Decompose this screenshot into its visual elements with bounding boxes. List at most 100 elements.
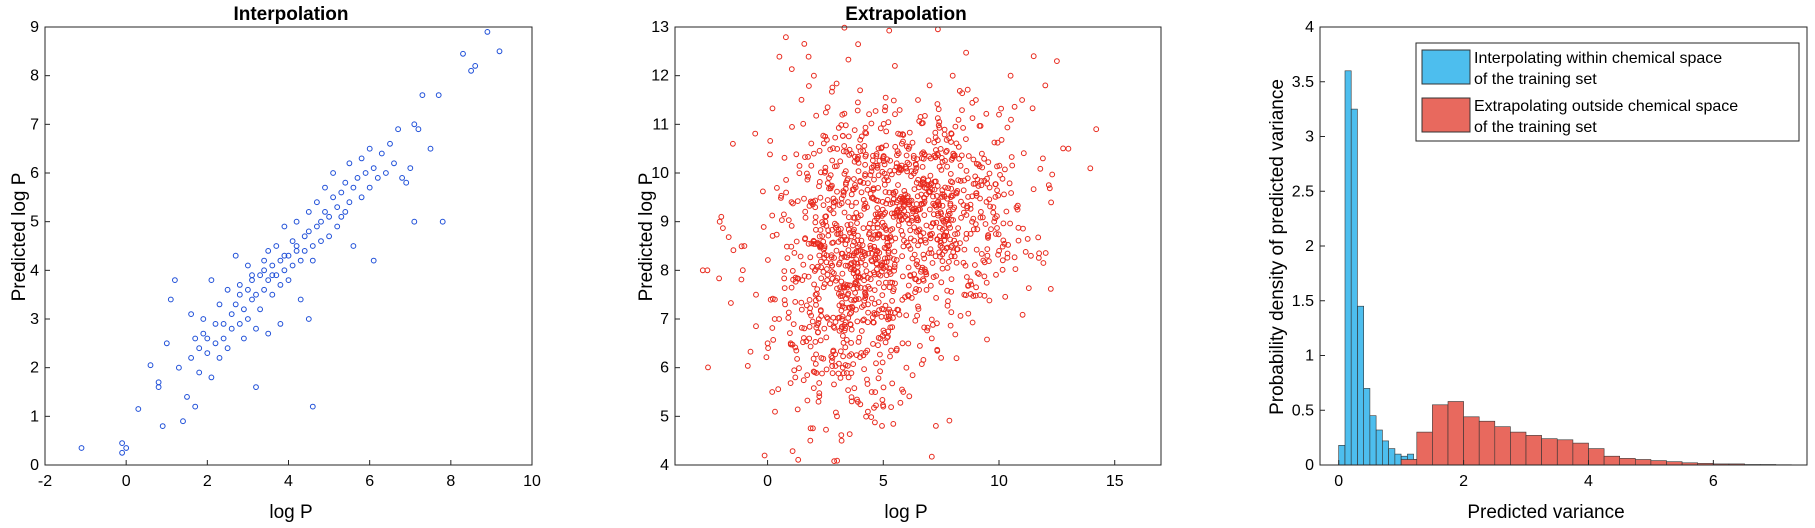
extrapolation-point xyxy=(854,220,860,227)
extrapolation-point xyxy=(851,238,857,245)
extrapolation-point xyxy=(854,318,861,325)
extrapolation-point xyxy=(868,164,875,171)
extrapolation-point xyxy=(1011,103,1018,110)
extrapolation-point xyxy=(976,271,982,277)
extrapolation-point xyxy=(848,191,855,198)
extrapolation-point xyxy=(855,41,861,48)
interpolation-ytick-label: 2 xyxy=(30,360,39,377)
extrapolation-point xyxy=(814,263,821,270)
extrapolation-point xyxy=(881,284,887,291)
extrapolation-point xyxy=(873,260,880,267)
extrapolation-point xyxy=(948,244,954,251)
extrapolation-point xyxy=(999,243,1006,250)
extrapolation-point xyxy=(908,173,914,180)
extrapolation-point xyxy=(992,181,999,188)
extrapolation-point xyxy=(953,189,960,196)
extrapolation-point xyxy=(907,273,914,279)
extrapolation-point xyxy=(834,413,840,420)
interpolation-point xyxy=(468,67,475,74)
extrapolation-point xyxy=(943,229,950,236)
histogram-ylabel: Probability density of predicted varianc… xyxy=(1267,79,1288,415)
interpolation-point xyxy=(326,233,333,240)
extrapolation-point xyxy=(827,172,834,179)
extrapolation-point xyxy=(1002,293,1009,300)
extrapolation-point xyxy=(934,115,941,122)
extrapolation-point xyxy=(926,82,933,89)
extrapolation-point xyxy=(851,267,858,274)
extrapolation-point xyxy=(893,257,900,263)
extrapolation-ytick-label: 8 xyxy=(660,262,669,279)
extrapolation-point xyxy=(1024,236,1031,242)
extrapolation-point xyxy=(947,236,954,243)
extrapolation-ytick-label: 5 xyxy=(660,408,669,425)
extrapolation-point xyxy=(789,448,796,455)
interpolation-point xyxy=(269,272,276,279)
extrapolation-point xyxy=(960,187,967,194)
extrapolation-point xyxy=(857,284,864,291)
extrapolation-point xyxy=(812,219,819,226)
extrapolation-point xyxy=(824,314,830,321)
interpolation-xtick-label: 0 xyxy=(122,473,131,490)
extrapolation-point xyxy=(831,324,838,331)
extrapolation-ytick-label: 12 xyxy=(651,68,669,85)
extrapolation-point xyxy=(939,258,946,265)
extrapolation-point xyxy=(906,201,912,208)
extrapolation-point xyxy=(812,291,819,298)
extrapolation-point xyxy=(784,243,790,250)
extrapolation-point xyxy=(812,339,819,345)
extrapolation-point xyxy=(830,145,836,152)
extrapolation-point xyxy=(783,34,789,41)
extrapolation-point xyxy=(974,226,981,233)
extrapolation-point xyxy=(946,135,953,142)
interpolation-point xyxy=(119,449,125,456)
extrapolation-point xyxy=(834,146,841,152)
extrapolation-point xyxy=(893,160,900,167)
extrapolation-point xyxy=(738,276,745,283)
extrapolation-point xyxy=(915,306,922,312)
interpolation-point xyxy=(245,286,251,293)
interpolation-point xyxy=(241,335,247,342)
extrapolation-point xyxy=(909,139,916,146)
interpolation-point xyxy=(314,223,320,230)
interpolation-point xyxy=(330,170,337,176)
extrapolation-point xyxy=(826,185,832,192)
extrapolation-point xyxy=(984,175,990,182)
extrapolation-point xyxy=(845,199,851,205)
extrapolation-point xyxy=(968,281,975,288)
extrapolation-point xyxy=(851,127,858,134)
extrapolation-point xyxy=(977,123,984,129)
extrapolation-point xyxy=(981,292,988,299)
extrapolation-point xyxy=(1047,286,1054,292)
extrapolation-point xyxy=(792,344,799,351)
extrapolation-point xyxy=(862,129,869,136)
extrapolation-point xyxy=(804,176,811,183)
extrapolation-point xyxy=(785,309,792,316)
extrapolation-point xyxy=(893,199,900,206)
extrapolation-point xyxy=(806,297,813,303)
extrapolation-point xyxy=(964,274,970,280)
interpolation-panel: Interpolation log P Predicted log P -2 0 2… xyxy=(9,4,541,523)
extrapolation-point xyxy=(877,351,883,358)
extrapolation-point xyxy=(868,120,875,127)
extrapolation-xtick-label: 10 xyxy=(990,473,1008,490)
extrapolation-point xyxy=(808,162,815,169)
extrapolation-point xyxy=(927,282,934,289)
extrapolation-point xyxy=(806,203,813,209)
interpolation-title: Interpolation xyxy=(233,4,348,25)
extrapolation-point xyxy=(820,202,827,209)
extrapolation-point xyxy=(870,152,876,159)
extrapolation-point xyxy=(969,319,976,326)
extrapolation-point xyxy=(834,285,840,292)
extrapolation-point xyxy=(868,389,875,395)
extrapolation-point xyxy=(873,153,880,159)
extrapolation-point xyxy=(1036,250,1042,257)
extrapolation-point xyxy=(941,237,948,244)
extrapolation-point xyxy=(937,146,944,152)
interpolation-xtick-label: 8 xyxy=(446,473,455,490)
extrapolation-point xyxy=(852,296,859,303)
extrapolating-bar xyxy=(1463,416,1480,466)
interpolation-point xyxy=(257,272,264,279)
extrapolation-point xyxy=(1065,145,1072,152)
extrapolation-point xyxy=(829,262,835,269)
interpolation-point xyxy=(261,267,268,274)
